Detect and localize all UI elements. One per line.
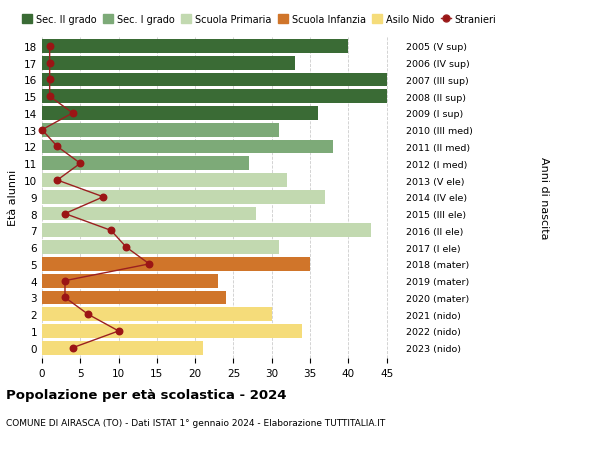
Bar bbox=[42, 140, 333, 154]
Bar bbox=[42, 291, 226, 305]
Bar bbox=[42, 224, 371, 238]
Bar bbox=[42, 308, 272, 321]
Point bbox=[60, 294, 70, 302]
Point bbox=[45, 43, 55, 50]
Point bbox=[37, 127, 47, 134]
Bar bbox=[42, 190, 325, 204]
Bar bbox=[42, 56, 295, 70]
Text: COMUNE DI AIRASCA (TO) - Dati ISTAT 1° gennaio 2024 - Elaborazione TUTTITALIA.IT: COMUNE DI AIRASCA (TO) - Dati ISTAT 1° g… bbox=[6, 418, 385, 427]
Bar bbox=[42, 157, 249, 171]
Bar bbox=[42, 73, 386, 87]
Bar bbox=[42, 174, 287, 187]
Y-axis label: Anni di nascita: Anni di nascita bbox=[539, 156, 550, 239]
Point bbox=[83, 311, 93, 318]
Point bbox=[68, 110, 77, 118]
Bar bbox=[42, 257, 310, 271]
Bar bbox=[42, 123, 280, 137]
Bar bbox=[42, 241, 280, 254]
Bar bbox=[42, 274, 218, 288]
Point bbox=[106, 227, 116, 235]
Point bbox=[60, 210, 70, 218]
Bar bbox=[42, 207, 256, 221]
Y-axis label: Età alunni: Età alunni bbox=[8, 169, 19, 225]
Bar bbox=[42, 107, 318, 121]
Point bbox=[53, 177, 62, 185]
Point bbox=[45, 60, 55, 67]
Point bbox=[114, 328, 124, 335]
Point bbox=[45, 77, 55, 84]
Bar bbox=[42, 90, 386, 104]
Point bbox=[76, 160, 85, 168]
Legend: Sec. II grado, Sec. I grado, Scuola Primaria, Scuola Infanzia, Asilo Nido, Stran: Sec. II grado, Sec. I grado, Scuola Prim… bbox=[18, 11, 500, 28]
Bar bbox=[42, 341, 203, 355]
Point bbox=[121, 244, 131, 251]
Point bbox=[45, 93, 55, 101]
Bar bbox=[42, 325, 302, 338]
Point bbox=[98, 194, 108, 201]
Text: Popolazione per età scolastica - 2024: Popolazione per età scolastica - 2024 bbox=[6, 388, 287, 401]
Point bbox=[145, 261, 154, 268]
Bar bbox=[42, 40, 349, 54]
Point bbox=[53, 144, 62, 151]
Point bbox=[60, 277, 70, 285]
Point bbox=[68, 344, 77, 352]
